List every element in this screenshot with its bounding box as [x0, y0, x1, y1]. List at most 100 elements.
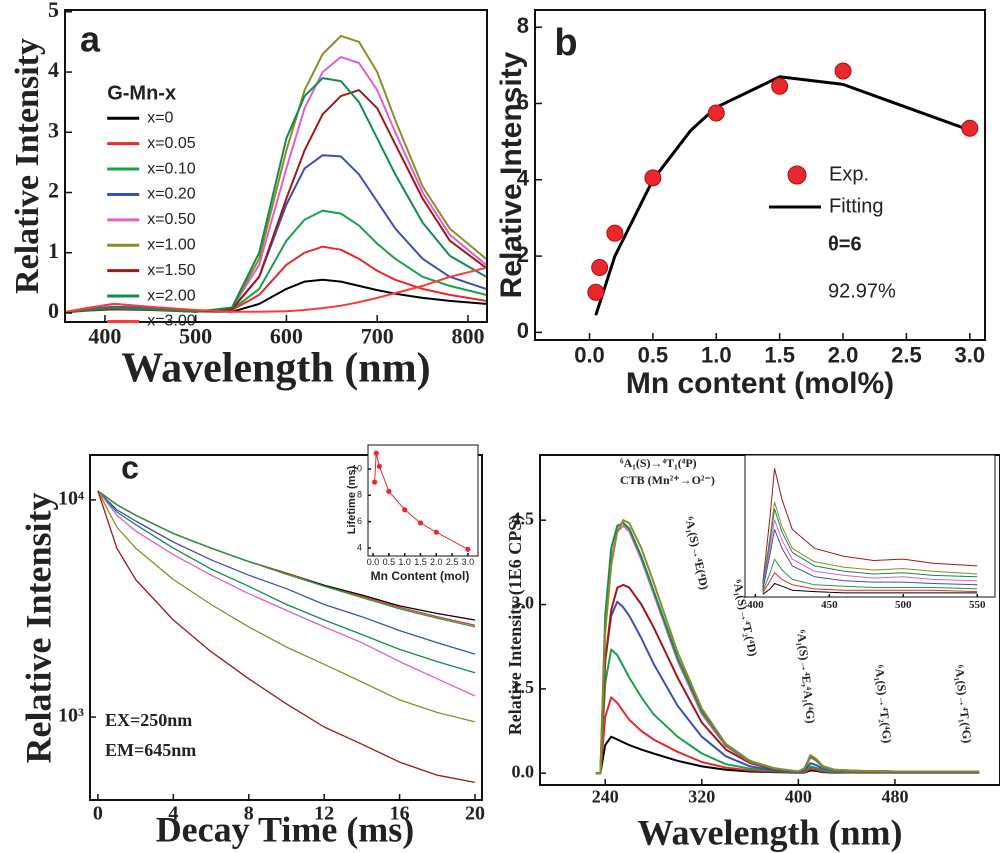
y-axis-title: Relative Intensity (1E6 CPS): [505, 515, 526, 735]
y-tick-label: 3.0: [512, 593, 535, 613]
x-tick-label: 240: [592, 787, 619, 807]
series-group: [97, 490, 476, 784]
point: [373, 450, 379, 456]
annotation: θ=6: [828, 233, 862, 255]
y-tick-label: 0: [517, 318, 529, 343]
y-tick-label: 6: [357, 516, 362, 526]
plot-frame: [744, 454, 996, 598]
line: [762, 528, 978, 591]
inset-panel: 0.0 0.5 1.0 1.5 2.0 2.5 3.0 4 6 8 10 Mn Content (mo…: [346, 444, 479, 583]
panel-label: a: [80, 19, 101, 60]
line: [595, 696, 980, 775]
legend-title: G-Mn-x: [107, 83, 176, 105]
y-tick-label: 10³: [58, 705, 84, 727]
x-tick-label: 2.5: [891, 342, 922, 367]
y-tick-label: 1: [48, 238, 59, 263]
x-axis-title: Mn content (mol%): [626, 367, 894, 400]
point: [591, 259, 609, 277]
y-tick-label: 4.5: [512, 508, 535, 528]
line: [595, 583, 980, 775]
y-tick-label: 4: [357, 542, 362, 552]
legend-swatch: [787, 165, 807, 185]
x-tick-label: 0.0: [574, 342, 605, 367]
x-tick-label: 400: [747, 599, 764, 611]
line: [762, 583, 978, 595]
y-tick-label: 2: [48, 178, 59, 203]
x-tick-label: 1.0: [398, 557, 411, 567]
x-tick-label: 800: [451, 324, 484, 349]
y-axis-title: Relative Intensity: [18, 493, 58, 764]
line: [65, 77, 487, 314]
panel: 0 4 8 12 16 20 10³ 10⁴ Decay Time (ms) Relative I…: [18, 449, 485, 849]
annotation: CTB (Mn²⁺→O²⁻): [620, 473, 715, 487]
y-axis-title: Lifetime (ms): [346, 465, 358, 534]
line: [762, 468, 978, 584]
line: [595, 648, 980, 775]
x-tick-label: 1.5: [764, 342, 795, 367]
x-tick-label: 450: [821, 599, 838, 611]
x-tick-label: 0.5: [638, 342, 669, 367]
legend: G-Mn-x x=0 x=0.05 x=0.10 x=0.20 x=0.50 x=1.00 x…: [107, 83, 196, 330]
point: [417, 520, 424, 526]
x-axis-title: Mn Content (mol): [371, 569, 470, 583]
point: [465, 546, 471, 552]
series-group: [594, 75, 971, 316]
legend-label: x=0: [147, 109, 173, 126]
legend: Exp. Fitting: [769, 163, 883, 217]
x-tick-label: 1.5: [414, 557, 427, 567]
legend-label: Exp.: [829, 163, 869, 185]
point: [644, 169, 662, 187]
x-tick-label: 0.5: [383, 557, 396, 567]
y-tick-label: 2: [517, 242, 529, 267]
x-tick-label: 400: [88, 324, 121, 349]
x-tick-label: 500: [895, 599, 912, 611]
x-tick-label: 4: [168, 803, 178, 825]
annotation: ⁶A₁(S)→⁴T₁(⁴G): [952, 664, 974, 744]
x-axis-title: Wavelength (nm): [121, 346, 430, 392]
y-tick-label: 0.0: [512, 761, 535, 781]
line: [595, 735, 980, 775]
y-tick-label: 4: [48, 57, 59, 82]
plot-frame: [367, 444, 479, 557]
legend-label: x=0.20: [147, 186, 196, 203]
y-tick-label: 10: [352, 463, 362, 473]
line: [594, 75, 971, 316]
annotation: 92.97%: [828, 280, 896, 302]
x-tick-label: 700: [361, 324, 394, 349]
y-tick-label: 6: [517, 89, 529, 114]
x-tick-label: 320: [688, 787, 715, 807]
line: [65, 245, 487, 314]
x-tick-label: 550: [969, 599, 986, 611]
x-tick-label: 1.0: [701, 342, 732, 367]
point: [402, 507, 408, 513]
x-tick-label: 600: [270, 324, 303, 349]
legend-label: x=0.10: [147, 160, 196, 177]
annotation: ⁶A₁(S)→⁴E(⁴D): [682, 515, 711, 591]
x-axis-title: Wavelength (nm): [638, 812, 903, 852]
point: [961, 119, 979, 137]
x-tick-label: 20: [465, 803, 485, 825]
line: [97, 490, 476, 784]
x-tick-label: 400: [785, 787, 812, 807]
y-tick-label: 0: [48, 298, 59, 323]
annotation: ⁶A₁(S)→⁴E,⁴A₁(⁴G): [794, 629, 818, 724]
legend-label: Fitting: [829, 195, 883, 217]
x-axis-title: Decay Time (ms): [156, 809, 415, 849]
legend-label: x=1.50: [147, 262, 196, 279]
line: [97, 490, 476, 697]
legend-label: x=3.00: [147, 313, 196, 330]
inset-background: [368, 445, 478, 556]
x-tick-label: 2.0: [828, 342, 859, 367]
y-tick-label: 1.5: [512, 677, 535, 697]
series-group: [595, 519, 980, 775]
plot-frame: [534, 9, 986, 341]
y-tick-label: 10⁴: [58, 488, 84, 510]
legend-label: x=0.50: [147, 211, 196, 228]
panel-label: b: [554, 22, 577, 64]
point: [433, 529, 439, 535]
x-tick-label: 12: [314, 803, 334, 825]
x-tick-label: 500: [179, 324, 212, 349]
y-axis-title: Relative Intensity: [495, 51, 528, 298]
line: [762, 519, 978, 589]
panel: 400 500 600 700 800 0 1 2 3 4 5 Wavelength (nm) Rela…: [9, 0, 488, 392]
